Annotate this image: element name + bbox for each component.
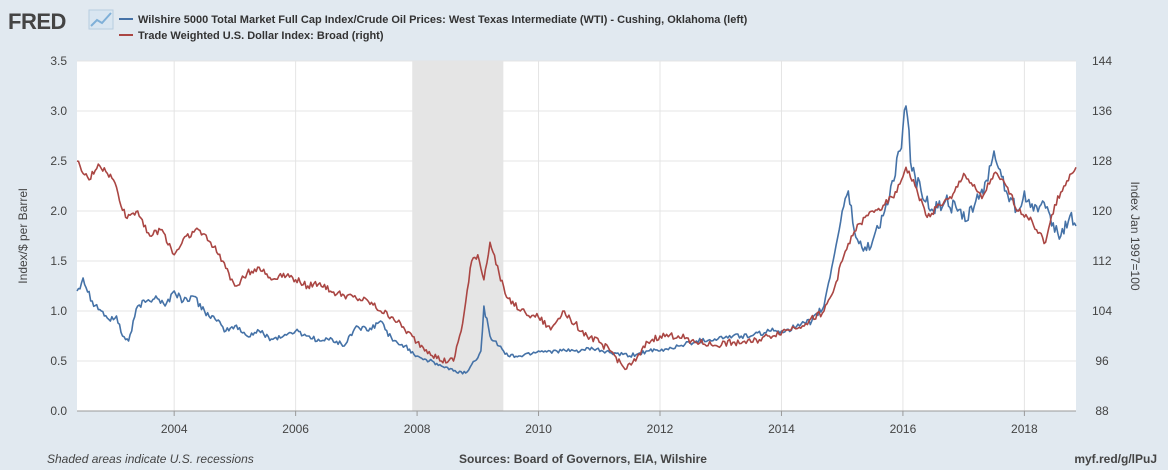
- sources-text: Sources: Board of Governors, EIA, Wilshi…: [459, 452, 707, 466]
- right-tick-label: 128: [1092, 154, 1112, 168]
- right-axis-title: Index Jan 1997=100: [1128, 181, 1142, 290]
- x-tick-label: 2008: [404, 422, 431, 436]
- series-line-dollar-index: [76, 160, 1077, 371]
- right-tick-label: 144: [1092, 54, 1112, 68]
- recession-shading: [412, 61, 504, 411]
- left-tick-label: 1.0: [50, 304, 67, 318]
- x-tick-label: 2018: [1011, 422, 1038, 436]
- fred-logo-text: FRED: [8, 9, 66, 34]
- left-tick-label: 2.0: [50, 204, 67, 218]
- x-tick-label: 2012: [647, 422, 674, 436]
- left-tick-label: 1.5: [50, 254, 67, 268]
- left-axis-title: Index/$ per Barrel: [16, 188, 30, 283]
- right-tick-label: 88: [1095, 404, 1109, 418]
- x-tick-label: 2006: [282, 422, 309, 436]
- plot-area: [77, 61, 1076, 411]
- legend-label: Wilshire 5000 Total Market Full Cap Inde…: [138, 14, 748, 26]
- x-tick-label: 2016: [890, 422, 917, 436]
- left-tick-label: 3.5: [50, 54, 67, 68]
- recession-band: [412, 61, 504, 411]
- legend-item-wilshire-oil: Wilshire 5000 Total Market Full Cap Inde…: [119, 14, 748, 26]
- left-tick-label: 0.0: [50, 404, 67, 418]
- right-tick-label: 104: [1092, 304, 1112, 318]
- right-axis: 88 96 104 112 120 128 136 144: [1092, 54, 1112, 418]
- fred-logo[interactable]: FRED: [8, 9, 114, 34]
- left-tick-label: 0.5: [50, 354, 67, 368]
- right-tick-label: 136: [1092, 104, 1112, 118]
- legend-item-dollar-index: Trade Weighted U.S. Dollar Index: Broad …: [119, 30, 384, 42]
- x-tick-label: 2004: [161, 422, 188, 436]
- series-line-wilshire-oil: [76, 105, 1077, 375]
- x-tick-label: 2014: [768, 422, 795, 436]
- x-axis: 2004 2006 2008 2010 2012 2014 2016 2018: [161, 411, 1038, 436]
- right-tick-label: 112: [1092, 254, 1111, 268]
- left-tick-label: 2.5: [50, 154, 67, 168]
- line-chart-icon: [88, 9, 114, 30]
- series-layer: [76, 105, 1077, 375]
- right-tick-label: 120: [1092, 204, 1112, 218]
- left-axis: 0.0 0.5 1.0 1.5 2.0 2.5 3.0 3.5: [50, 54, 67, 418]
- short-url-link[interactable]: myf.red/g/lPuJ: [1074, 452, 1157, 466]
- recession-note: Shaded areas indicate U.S. recessions: [47, 452, 254, 466]
- x-tick-label: 2010: [525, 422, 552, 436]
- right-tick-label: 96: [1095, 354, 1109, 368]
- legend-label: Trade Weighted U.S. Dollar Index: Broad …: [138, 30, 384, 42]
- left-tick-label: 3.0: [50, 104, 67, 118]
- legend: Wilshire 5000 Total Market Full Cap Inde…: [119, 14, 748, 42]
